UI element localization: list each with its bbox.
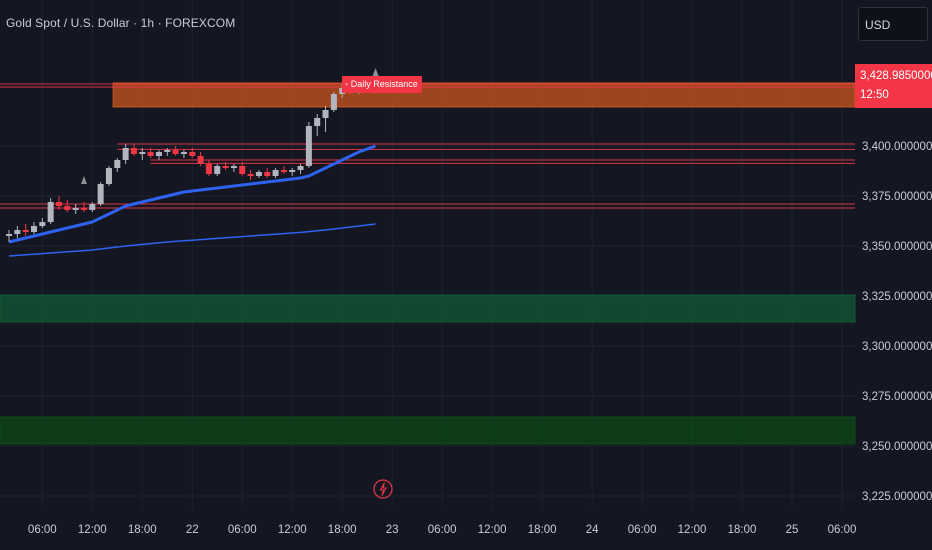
zone-label-icon: ◦ [345, 79, 351, 89]
last-price-tag: 3,428.9850000000 12:50 [855, 64, 932, 108]
zone-label-text: Daily Resistance [350, 79, 418, 89]
candle-body [297, 166, 304, 170]
candle-body [47, 202, 54, 222]
time-tick-label: 18:00 [128, 524, 157, 536]
candle-body [97, 184, 104, 204]
candle-body [314, 118, 321, 126]
time-tick-label: 18:00 [528, 524, 557, 536]
time-tick-label: 06:00 [28, 524, 57, 536]
zones [0, 82, 856, 445]
candle-body [80, 208, 87, 210]
triangle-up-icon [372, 68, 379, 76]
markers [80, 68, 379, 184]
candle-body [239, 166, 246, 174]
candle-body [272, 170, 279, 176]
candle-body [255, 172, 262, 176]
price-axis[interactable]: 3,225.0000000000 3,250.0000000000 3,275.00… [862, 141, 932, 503]
candle-body [139, 152, 146, 154]
candle-body [14, 230, 21, 234]
price-tick-label: 3,350.0000000000 [862, 241, 932, 253]
candle-body [322, 110, 329, 118]
time-tick-label: 12:00 [678, 524, 707, 536]
time-tick-label: 22 [186, 524, 199, 536]
zone-box [0, 416, 856, 445]
candle-body [172, 150, 179, 154]
time-axis[interactable]: 06:00 12:00 18:00 22 06:00 12:00 18:00 23 06:00 1… [28, 524, 856, 536]
time-tick-label: 12:00 [278, 524, 307, 536]
candle-body [122, 148, 129, 160]
candle-body [39, 222, 46, 226]
candle-body [230, 166, 237, 168]
candle-body [72, 208, 79, 210]
candle-body [205, 164, 212, 174]
symbol-title: Gold Spot / U.S. Dollar · 1h · FOREXCOM [6, 16, 236, 30]
time-tick-label: 24 [586, 524, 599, 536]
candle-body [222, 166, 229, 168]
ma-fast-line [8, 144, 377, 244]
moving-averages [8, 144, 377, 257]
price-tick-label: 3,300.0000000000 [862, 341, 932, 353]
time-tick-label: 23 [386, 524, 399, 536]
lightning-icon[interactable] [373, 479, 393, 499]
price-tick-label: 3,225.0000000000 [862, 491, 932, 503]
time-tick-label: 18:00 [328, 524, 357, 536]
time-tick-label: 18:00 [728, 524, 757, 536]
candle-body [147, 152, 154, 156]
time-tick-label: 06:00 [228, 524, 257, 536]
candle-body [64, 206, 71, 210]
candle-body [89, 204, 96, 210]
time-tick-label: 12:00 [478, 524, 507, 536]
price-tick-label: 3,325.0000000000 [862, 291, 932, 303]
candle-body [180, 152, 187, 154]
candle-body [197, 156, 204, 164]
candle-body [247, 174, 254, 176]
price-tick-label: 3,275.0000000000 [862, 391, 932, 403]
candles [6, 84, 379, 242]
candle-body [305, 126, 312, 166]
candle-body [30, 226, 37, 232]
triangle-up-icon [80, 176, 87, 184]
candle-body [330, 94, 337, 110]
last-price-value: 3,428.9850000000 [860, 70, 932, 82]
time-tick-label: 12:00 [78, 524, 107, 536]
price-tick-label: 3,375.0000000000 [862, 191, 932, 203]
zone-box [0, 294, 856, 323]
candle-body [164, 150, 171, 152]
time-tick-label: 06:00 [828, 524, 857, 536]
time-tick-label: 06:00 [428, 524, 457, 536]
candle-body [130, 148, 137, 154]
candle-body [289, 170, 296, 172]
currency-button[interactable]: USD [858, 7, 928, 41]
candle-body [22, 230, 29, 232]
candle-body [155, 152, 162, 156]
time-tick-label: 06:00 [628, 524, 657, 536]
candle-body [55, 202, 62, 206]
price-tick-label: 3,400.0000000000 [862, 141, 932, 153]
candle-body [114, 160, 121, 168]
candle-body [6, 234, 12, 236]
levels [0, 83, 855, 209]
candle-body [214, 166, 221, 174]
zone-label: ◦ Daily Resistance [342, 76, 422, 93]
candle-body [189, 152, 196, 156]
candle-body [105, 168, 112, 184]
ma-slow-line [8, 223, 376, 257]
time-tick-label: 25 [786, 524, 799, 536]
candle-body [280, 170, 287, 172]
candle-body [264, 172, 271, 176]
price-tick-label: 3,250.0000000000 [862, 441, 932, 453]
bar-countdown: 12:50 [860, 89, 889, 101]
